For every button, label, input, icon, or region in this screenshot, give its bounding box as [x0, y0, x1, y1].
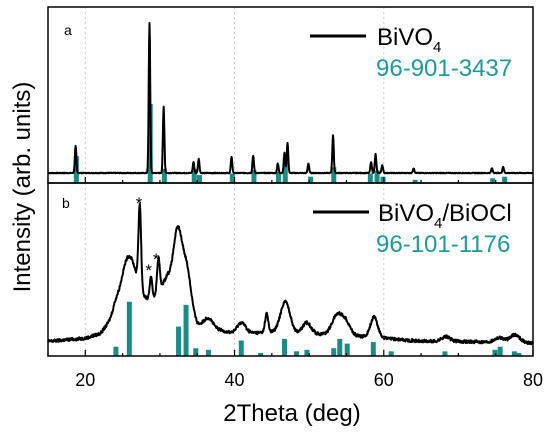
reference-stick	[367, 173, 373, 183]
reference-stick	[229, 173, 235, 183]
reference-stick	[193, 348, 199, 356]
reference-stick	[492, 349, 498, 356]
annotation-asterisk: *	[153, 250, 160, 269]
reference-stick	[442, 351, 448, 356]
reference-stick	[282, 338, 288, 356]
reference-stick	[308, 176, 314, 183]
legend-reference-b: 96-101-1176	[376, 231, 510, 258]
reference-stick	[502, 176, 508, 183]
reference-stick	[374, 170, 380, 183]
legend-series-b: BiVO4/BiOCl	[378, 200, 512, 232]
panel-label-b: b	[62, 195, 70, 211]
reference-stick	[511, 351, 517, 356]
axis-ticks	[47, 177, 534, 356]
reference-stick	[282, 157, 288, 183]
x-tick-label: 40	[225, 370, 245, 390]
reference-stick	[276, 171, 282, 183]
reference-stick	[183, 304, 189, 356]
reference-stick	[412, 179, 418, 183]
reference-stick	[388, 351, 394, 356]
x-tick-label: 20	[75, 370, 95, 390]
reference-stick	[516, 352, 522, 356]
panel-label-a: a	[64, 22, 72, 38]
reference-stick	[113, 346, 119, 356]
reference-stick	[251, 170, 257, 183]
reference-stick	[176, 326, 182, 356]
legend-series-a: BiVO4	[377, 24, 441, 56]
reference-stick	[497, 346, 503, 356]
panel-frame	[47, 6, 534, 184]
reference-stick	[161, 168, 167, 183]
annotation-asterisk: *	[136, 194, 143, 213]
reference-stick	[238, 340, 244, 356]
reference-stick	[196, 175, 202, 183]
legend-reference-a: 96-901-3437	[376, 55, 512, 82]
panel-frame	[47, 182, 534, 357]
x-tick-label: 80	[523, 370, 543, 390]
reference-stick	[331, 167, 337, 183]
measured-patterns	[47, 22, 534, 346]
measured-pattern-line	[47, 22, 534, 175]
reference-stick	[205, 349, 211, 356]
reference-stick	[490, 178, 496, 183]
reference-stick	[191, 168, 197, 183]
y-axis-title: Intensity (arb. units)	[9, 82, 36, 293]
plot-frames	[47, 6, 534, 357]
reference-stick	[331, 348, 337, 356]
reference-stick	[126, 301, 132, 356]
reference-stick	[304, 349, 310, 356]
x-axis-title: 2Theta (deg)	[223, 400, 360, 427]
annotation-asterisk: *	[145, 261, 152, 280]
x-tick-label: 60	[374, 370, 394, 390]
reference-stick	[258, 352, 264, 356]
reference-stick	[344, 343, 350, 356]
grid-lines	[84, 7, 385, 356]
legend-panel-b: BiVO4/BiOCl 96-101-1176	[313, 200, 512, 258]
reference-stick	[370, 342, 376, 356]
reference-stick	[293, 351, 299, 356]
measured-pattern-line	[47, 202, 534, 346]
reference-stick	[380, 176, 386, 183]
legend-panel-a: BiVO4 96-901-3437	[310, 24, 512, 82]
reference-stick	[337, 338, 343, 356]
